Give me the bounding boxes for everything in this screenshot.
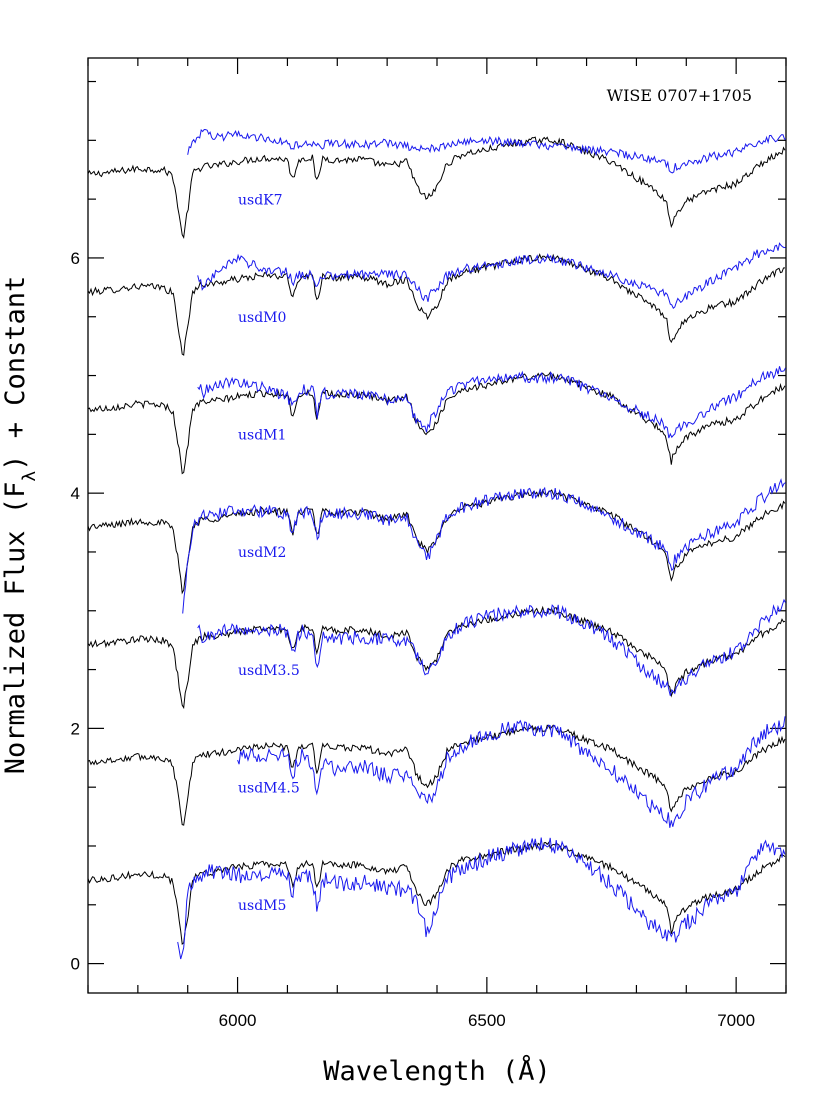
series-label-usdM2: usdM2 bbox=[238, 545, 286, 561]
y-axis-title-subscript: λ bbox=[19, 471, 40, 482]
template-spectrum-usdM1 bbox=[197, 366, 786, 439]
series-label-usdK7: usdK7 bbox=[238, 192, 283, 208]
y-tick-label: 0 bbox=[71, 955, 80, 974]
plot-border bbox=[87, 57, 787, 994]
target-spectrum-usdM0 bbox=[87, 253, 786, 356]
x-tick-label: 7000 bbox=[717, 1011, 755, 1030]
series-label-usdM0: usdM0 bbox=[238, 310, 286, 326]
series-label-usdM3.5: usdM3.5 bbox=[238, 663, 300, 679]
template-spectrum-usdM4.5 bbox=[237, 716, 786, 828]
y-axis-title-part2: ) + Constant bbox=[0, 276, 31, 471]
series-label-usdM1: usdM1 bbox=[238, 428, 286, 444]
y-axis-title-part1: Normalized Flux (F bbox=[0, 482, 31, 775]
axes: 6000 6500 7000 0 2 4 6 bbox=[71, 58, 787, 1030]
y-axis-title: Normalized Flux (Fλ) + Constant bbox=[0, 276, 40, 775]
object-annotation: WISE 0707+1705 bbox=[607, 86, 752, 105]
spectra-traces bbox=[87, 128, 786, 960]
target-spectrum-usdM2 bbox=[87, 488, 786, 595]
series-label-usdM5: usdM5 bbox=[238, 898, 286, 914]
y-tick-label: 6 bbox=[71, 249, 80, 268]
x-tick-label: 6000 bbox=[219, 1011, 257, 1030]
target-spectrum-usdM5 bbox=[87, 841, 786, 945]
series-label-usdM4.5: usdM4.5 bbox=[238, 780, 300, 796]
target-spectrum-usdM1 bbox=[87, 371, 786, 475]
template-spectrum-usdM2 bbox=[182, 478, 786, 614]
x-axis-title: Wavelength (Å) bbox=[323, 1055, 551, 1087]
template-spectrum-usdM0 bbox=[197, 242, 786, 309]
series-labels: usdK7 usdM0 usdM1 usdM2 usdM3.5 usdM4.5 usdM5 bbox=[238, 192, 300, 914]
plot-frame bbox=[87, 57, 787, 994]
template-spectrum-usdK7 bbox=[187, 128, 786, 174]
target-spectrum-usdM3.5 bbox=[87, 605, 786, 710]
y-tick-label: 4 bbox=[71, 484, 80, 503]
y-tick-label: 2 bbox=[71, 719, 80, 738]
template-spectrum-usdM5 bbox=[177, 837, 786, 960]
target-spectrum-usdM4.5 bbox=[87, 724, 786, 826]
template-spectrum-usdM3.5 bbox=[197, 598, 786, 696]
x-tick-label: 6500 bbox=[468, 1011, 506, 1030]
target-spectrum-usdK7 bbox=[87, 136, 786, 239]
